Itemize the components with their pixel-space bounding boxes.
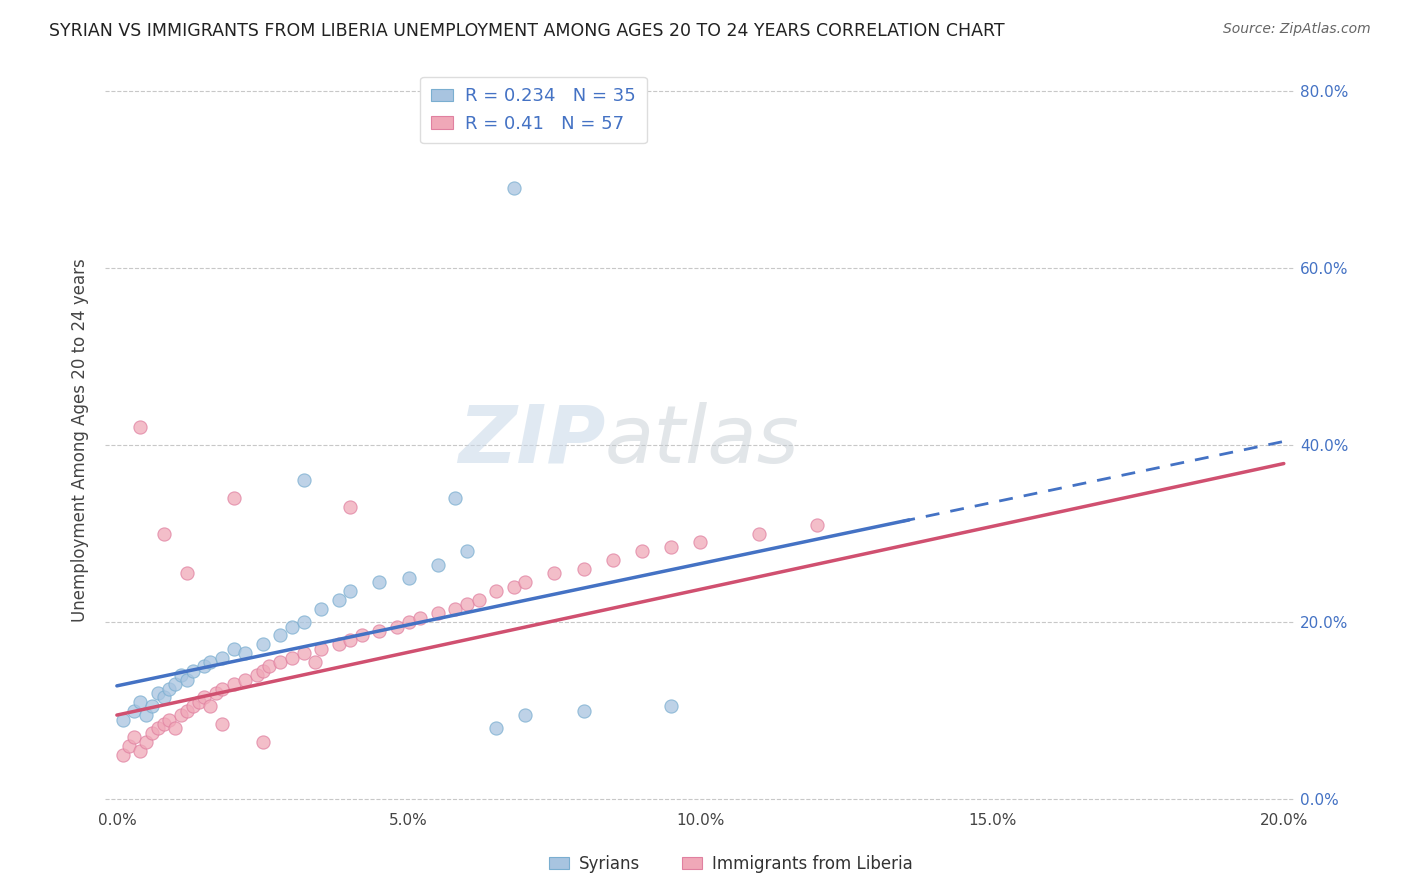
Point	[222, 491, 245, 505]
Point	[200, 655, 222, 669]
Point	[111, 747, 134, 762]
Point	[748, 526, 770, 541]
Point	[117, 739, 139, 753]
Point	[187, 695, 209, 709]
Point	[193, 690, 215, 705]
Point	[350, 628, 373, 642]
Point	[456, 598, 478, 612]
Point	[146, 722, 169, 736]
Point	[806, 517, 828, 532]
Point	[152, 717, 174, 731]
Point	[444, 491, 467, 505]
Point	[269, 628, 291, 642]
Point	[233, 646, 256, 660]
Point	[211, 717, 233, 731]
Point	[572, 562, 595, 576]
Point	[502, 580, 524, 594]
Point	[631, 544, 654, 558]
Point	[304, 655, 326, 669]
Point	[129, 743, 152, 757]
Legend: Syrians, Immigrants from Liberia: Syrians, Immigrants from Liberia	[543, 848, 920, 880]
Point	[426, 558, 449, 572]
Point	[398, 615, 420, 629]
Point	[157, 681, 180, 696]
Point	[129, 420, 152, 434]
Point	[281, 619, 304, 633]
Point	[309, 602, 332, 616]
Point	[659, 540, 682, 554]
Point	[659, 699, 682, 714]
Point	[124, 704, 146, 718]
Point	[368, 575, 391, 590]
Text: atlas: atlas	[605, 401, 800, 480]
Point	[368, 624, 391, 638]
Point	[339, 500, 361, 514]
Point	[141, 726, 163, 740]
Point	[181, 699, 204, 714]
Point	[257, 659, 280, 673]
Point	[233, 673, 256, 687]
Point	[252, 734, 274, 748]
Point	[602, 553, 624, 567]
Point	[426, 606, 449, 620]
Text: ZIP: ZIP	[458, 401, 605, 480]
Point	[176, 673, 198, 687]
Point	[200, 699, 222, 714]
Point	[176, 704, 198, 718]
Point	[135, 734, 157, 748]
Point	[252, 637, 274, 651]
Point	[152, 690, 174, 705]
Point	[456, 544, 478, 558]
Point	[152, 526, 174, 541]
Point	[309, 641, 332, 656]
Point	[292, 646, 315, 660]
Legend: R = 0.234   N = 35, R = 0.41   N = 57: R = 0.234 N = 35, R = 0.41 N = 57	[420, 77, 647, 144]
Point	[689, 535, 711, 549]
Point	[135, 708, 157, 723]
Point	[543, 566, 565, 581]
Point	[211, 650, 233, 665]
Point	[269, 655, 291, 669]
Point	[222, 641, 245, 656]
Point	[211, 681, 233, 696]
Point	[485, 722, 508, 736]
Point	[111, 713, 134, 727]
Point	[502, 181, 524, 195]
Point	[165, 677, 187, 691]
Point	[193, 659, 215, 673]
Text: Source: ZipAtlas.com: Source: ZipAtlas.com	[1223, 22, 1371, 37]
Point	[339, 584, 361, 599]
Point	[292, 615, 315, 629]
Point	[572, 704, 595, 718]
Point	[129, 695, 152, 709]
Point	[157, 713, 180, 727]
Point	[328, 637, 350, 651]
Y-axis label: Unemployment Among Ages 20 to 24 years: Unemployment Among Ages 20 to 24 years	[72, 259, 89, 623]
Point	[205, 686, 228, 700]
Point	[124, 730, 146, 744]
Point	[281, 650, 304, 665]
Point	[515, 708, 537, 723]
Point	[246, 668, 269, 682]
Point	[339, 632, 361, 647]
Point	[176, 566, 198, 581]
Point	[328, 593, 350, 607]
Point	[165, 722, 187, 736]
Point	[385, 619, 408, 633]
Point	[409, 610, 432, 624]
Point	[515, 575, 537, 590]
Point	[485, 584, 508, 599]
Point	[222, 677, 245, 691]
Point	[292, 474, 315, 488]
Point	[467, 593, 489, 607]
Point	[398, 571, 420, 585]
Text: SYRIAN VS IMMIGRANTS FROM LIBERIA UNEMPLOYMENT AMONG AGES 20 TO 24 YEARS CORRELA: SYRIAN VS IMMIGRANTS FROM LIBERIA UNEMPL…	[49, 22, 1005, 40]
Point	[181, 664, 204, 678]
Point	[146, 686, 169, 700]
Point	[444, 602, 467, 616]
Point	[141, 699, 163, 714]
Point	[170, 668, 193, 682]
Point	[170, 708, 193, 723]
Point	[252, 664, 274, 678]
